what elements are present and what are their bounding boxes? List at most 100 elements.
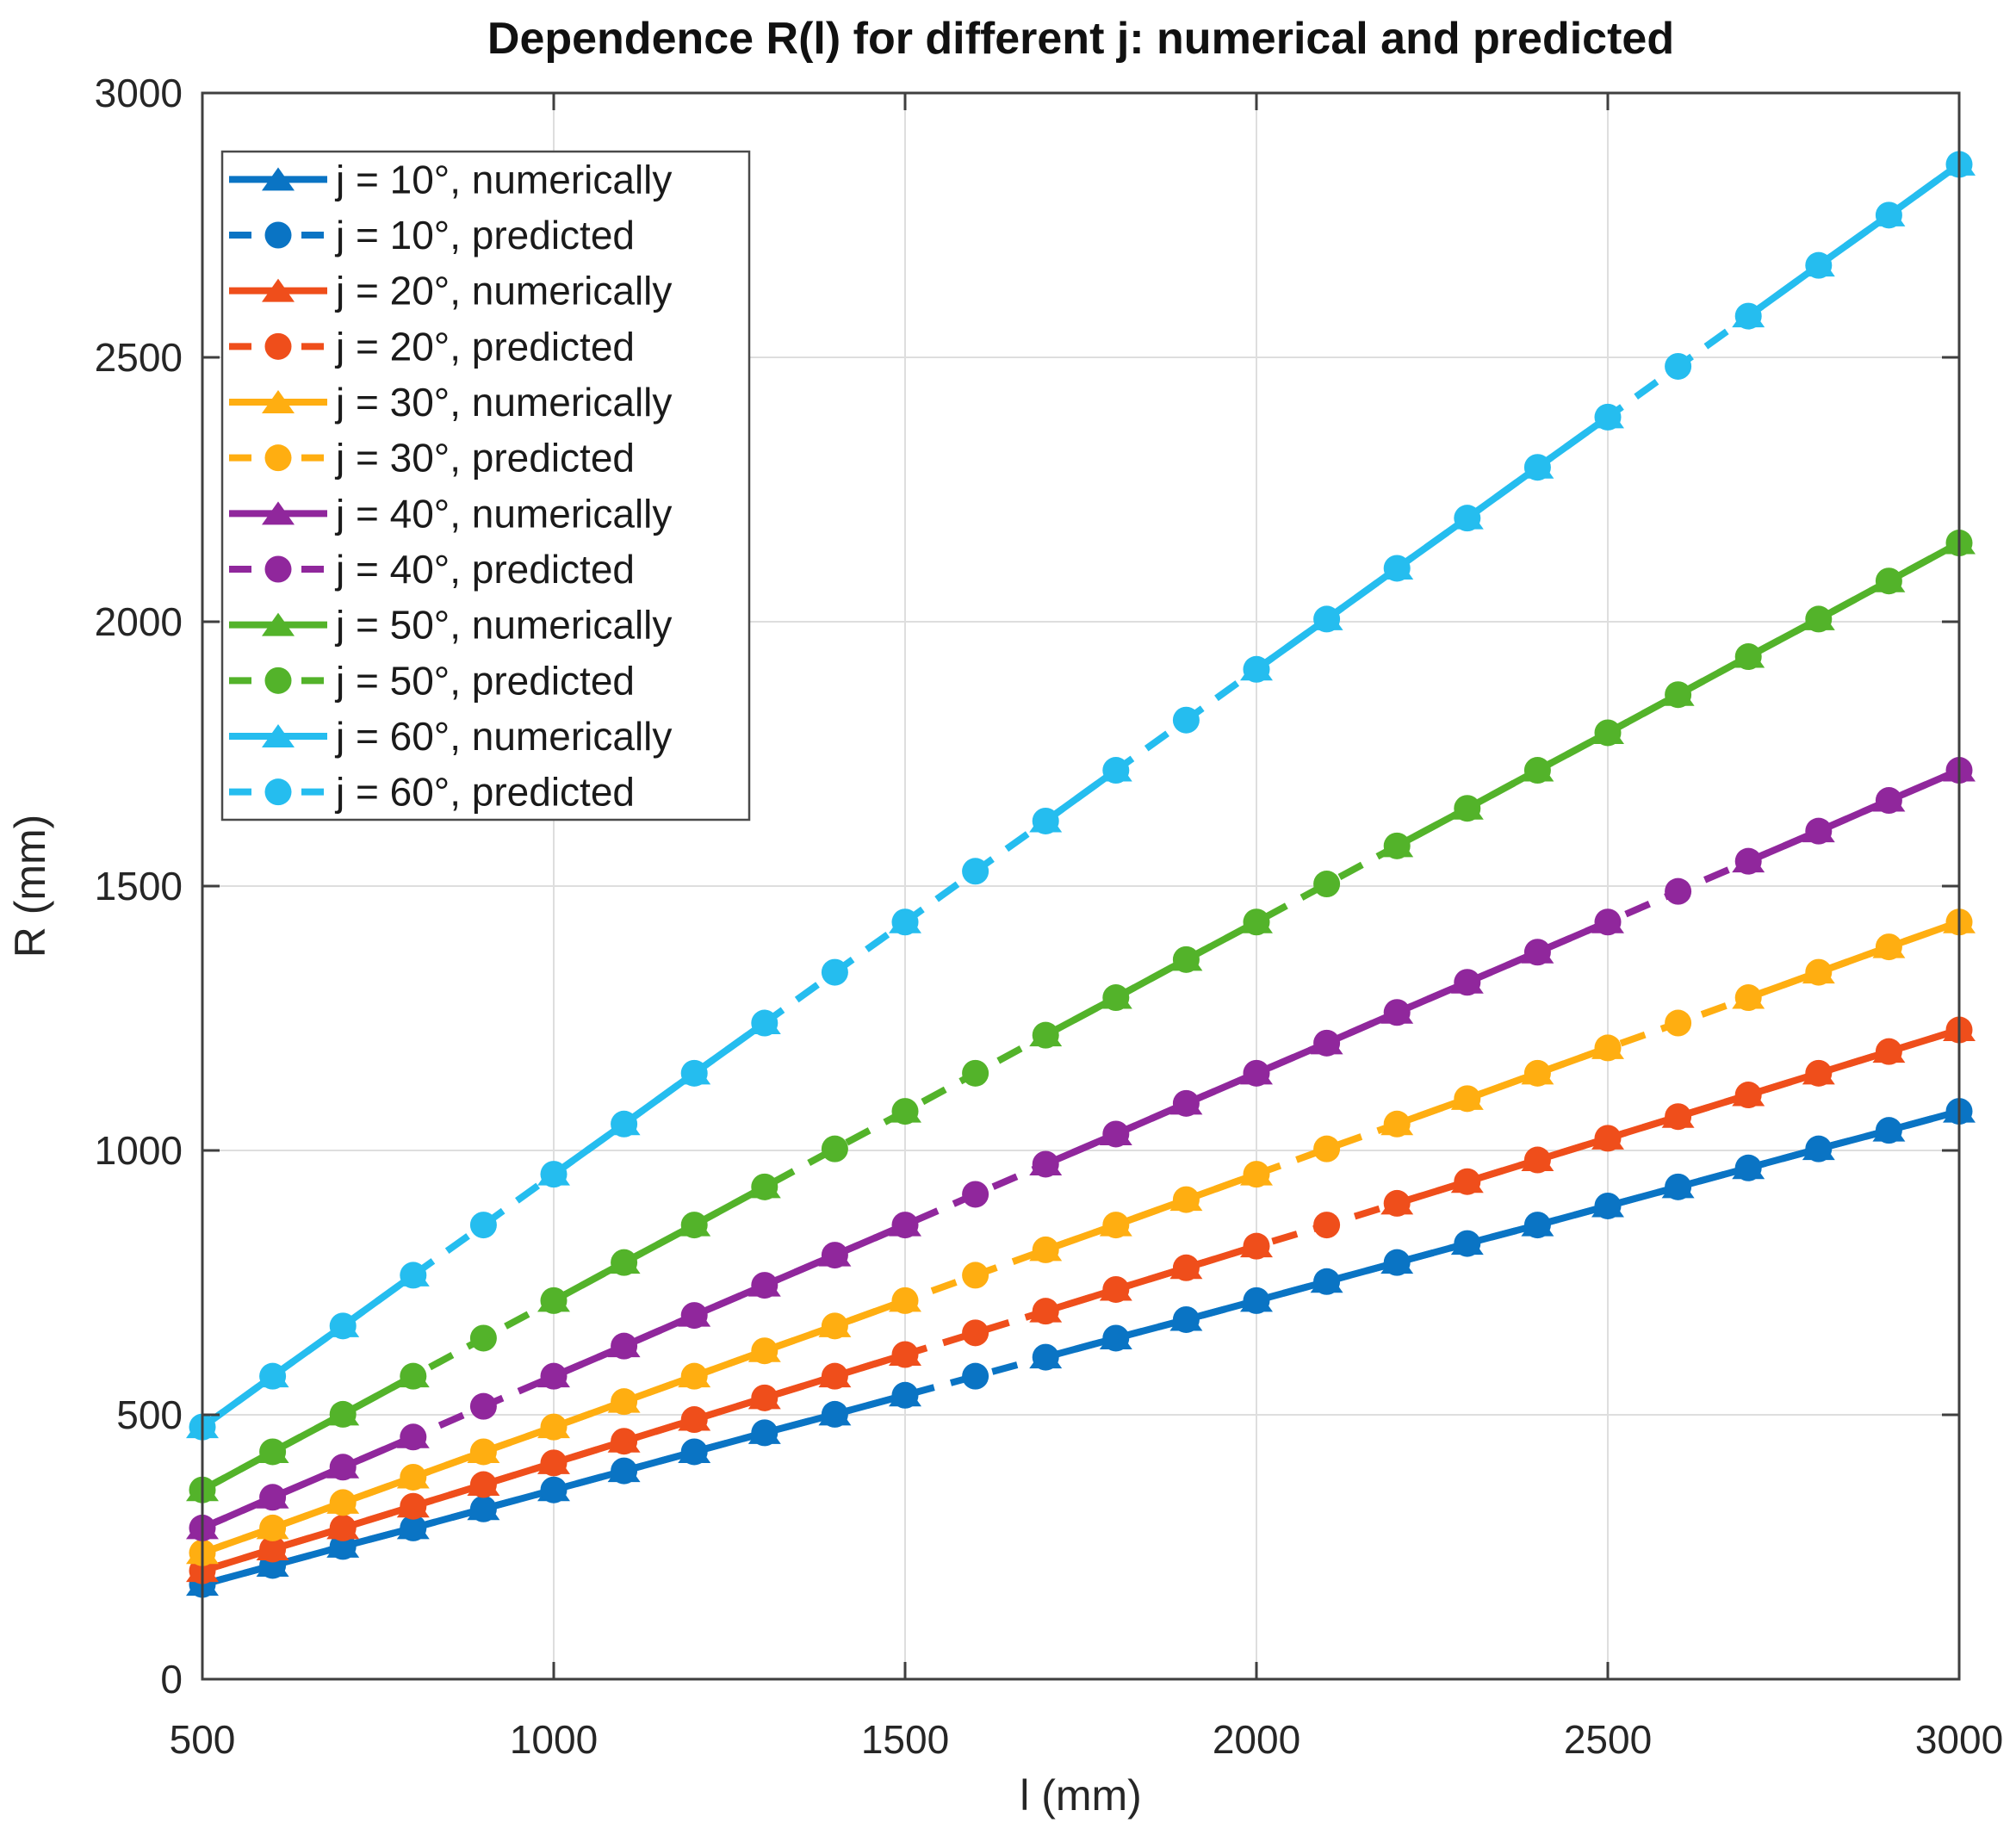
series-j50-predicted-marker xyxy=(259,1438,287,1466)
series-j60-predicted-marker xyxy=(1594,403,1622,431)
series-j30-predicted-marker xyxy=(1665,1009,1692,1037)
series-j10-predicted-marker xyxy=(1243,1286,1270,1314)
legend-entry-label: j = 10°, numerically xyxy=(334,157,672,202)
x-tick-label: 2000 xyxy=(1213,1717,1300,1762)
series-j60-predicted-marker xyxy=(1665,352,1692,380)
series-j40-predicted-marker xyxy=(821,1242,848,1269)
series-j30-predicted-marker xyxy=(1313,1135,1341,1162)
series-j50-predicted-line xyxy=(201,539,1961,1493)
legend-triangle-marker xyxy=(262,612,295,636)
legend-entry-j50-numerical: j = 50°, numerically xyxy=(229,603,672,648)
x-tick-label: 500 xyxy=(170,1717,236,1762)
series-j20-predicted-marker xyxy=(1383,1189,1411,1217)
series-j30-predicted-marker xyxy=(540,1413,568,1441)
series-j50-predicted-marker xyxy=(1172,946,1200,973)
series-j60-predicted-marker xyxy=(611,1110,638,1138)
series-j60-predicted-marker xyxy=(1805,251,1833,279)
series-j60-predicted-marker xyxy=(329,1312,357,1340)
series-j40-predicted-marker xyxy=(469,1392,497,1420)
series-j50-predicted-marker xyxy=(821,1135,848,1162)
series-j30-predicted-marker xyxy=(680,1362,708,1390)
x-tick-label: 1000 xyxy=(510,1717,598,1762)
legend-entry-j30-predicted: j = 30°, predicted xyxy=(229,436,635,480)
series-j20-predicted-marker xyxy=(1102,1275,1130,1303)
legend-entry-label: j = 50°, predicted xyxy=(334,658,635,703)
series-j20-predicted-marker xyxy=(821,1362,848,1390)
axes: 500 1000 1500 2000 2500 3000 0 500 1000 1500 2000 2… xyxy=(95,71,2004,1762)
series-j50-predicted-marker xyxy=(1383,832,1411,859)
legend-circle-marker xyxy=(264,444,292,472)
series-j10-predicted-marker xyxy=(1454,1230,1481,1257)
series-j30-predicted-marker xyxy=(1734,984,1762,1012)
series-j40-predicted-marker xyxy=(962,1181,989,1208)
series-j30-predicted-marker xyxy=(329,1489,357,1516)
series-j30-predicted-marker xyxy=(1172,1186,1200,1213)
legend-triangle-marker xyxy=(262,390,295,413)
series-j10-predicted-marker xyxy=(1875,1117,1902,1144)
series-j50-predicted-marker xyxy=(611,1249,638,1276)
legend-triangle-marker xyxy=(262,724,295,747)
series-j60-predicted-marker xyxy=(1032,807,1059,834)
series-j40-numerical-line xyxy=(1745,766,1963,865)
legend-entry-label: j = 20°, numerically xyxy=(334,269,672,313)
series-j20-predicted-marker xyxy=(611,1428,638,1455)
y-tick-label: 1500 xyxy=(95,864,183,908)
y-tick-label: 1000 xyxy=(95,1128,183,1173)
series-j10-predicted-marker xyxy=(1805,1135,1833,1162)
series-j60-predicted-marker xyxy=(751,1009,778,1037)
legend-triangle-marker xyxy=(262,167,295,191)
series-j60-predicted-marker xyxy=(469,1212,497,1239)
series-j20-predicted-marker xyxy=(680,1406,708,1434)
series-j20-predicted-marker xyxy=(1734,1082,1762,1109)
series-j20-predicted-marker xyxy=(1313,1212,1341,1239)
series-j60-predicted-marker xyxy=(1383,555,1411,582)
series-j50-predicted-marker xyxy=(1032,1021,1059,1049)
legend-entry-label: j = 40°, numerically xyxy=(334,491,672,536)
legend-triangle-marker xyxy=(262,278,295,302)
series-j50-predicted-marker xyxy=(891,1098,919,1125)
series-j60-predicted-marker xyxy=(1523,454,1551,481)
legend-entry-j30-numerical: j = 30°, numerically xyxy=(229,380,672,425)
series-j30-predicted-marker xyxy=(1454,1085,1481,1113)
series-j50-predicted-marker xyxy=(962,1059,989,1087)
series-j50-predicted-marker xyxy=(1734,643,1762,671)
series-j20-predicted-marker xyxy=(540,1449,568,1477)
series-j20-predicted-marker xyxy=(1523,1146,1551,1174)
series-j30-predicted-marker xyxy=(962,1262,989,1289)
legend-circle-marker xyxy=(264,332,292,360)
x-axis-label: l (mm) xyxy=(1020,1771,1142,1820)
series-j20-predicted-line xyxy=(201,1026,1961,1574)
series-j40-predicted-marker xyxy=(1383,999,1411,1026)
legend-box xyxy=(220,150,751,822)
legend-entry-j20-numerical: j = 20°, numerically xyxy=(229,269,672,313)
series-j40-predicted-marker xyxy=(611,1332,638,1360)
series-j50-predicted-marker xyxy=(751,1173,778,1200)
legend-circle-marker xyxy=(264,221,292,249)
series-j20-predicted-marker xyxy=(891,1341,919,1368)
legend-entry-j20-predicted: j = 20°, predicted xyxy=(229,324,635,369)
series-j10-predicted-marker xyxy=(329,1533,357,1560)
legend-circle-marker xyxy=(264,778,292,806)
series-j10-predicted-marker xyxy=(1102,1324,1130,1352)
series-j20-predicted-marker xyxy=(1243,1232,1270,1260)
series-j40-predicted-marker xyxy=(1734,847,1762,875)
legend-entry-j40-predicted: j = 40°, predicted xyxy=(229,547,635,592)
legend-entry-label: j = 30°, predicted xyxy=(334,436,635,480)
series-j20-predicted-marker xyxy=(962,1319,989,1347)
series-j40-predicted-marker xyxy=(259,1484,287,1511)
x-tick-label: 2500 xyxy=(1564,1717,1652,1762)
series-j10-predicted-marker xyxy=(751,1419,778,1447)
series-j30-predicted-marker xyxy=(1032,1236,1059,1263)
series-j40-predicted-marker xyxy=(1805,817,1833,845)
series-j20 xyxy=(186,1016,1976,1584)
series-j30-predicted-marker xyxy=(400,1463,427,1491)
series-j50-predicted-marker xyxy=(329,1400,357,1428)
series-j20-predicted-marker xyxy=(1032,1298,1059,1325)
series-j10-predicted-marker xyxy=(611,1457,638,1485)
series-j40-predicted-marker xyxy=(891,1212,919,1239)
series-j10-predicted-marker xyxy=(1032,1343,1059,1371)
series-j40-predicted-marker xyxy=(329,1454,357,1481)
series-j20-predicted-marker xyxy=(1594,1125,1622,1152)
legend-entry-j60-numerical: j = 60°, numerically xyxy=(229,714,672,759)
